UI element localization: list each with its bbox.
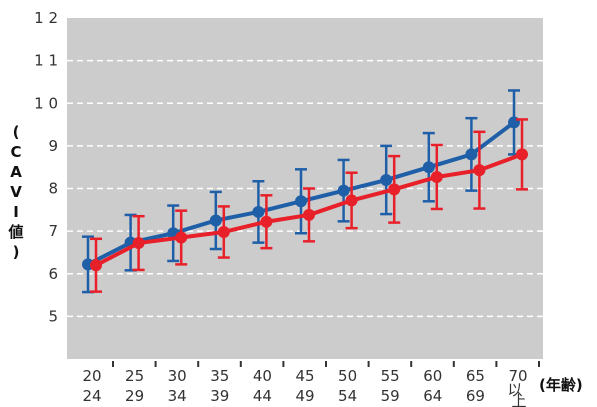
x-tick-label: 30 xyxy=(168,367,187,385)
data-point xyxy=(295,195,307,208)
x-tick-label: 上 xyxy=(511,392,526,407)
x-tick-label: 60 xyxy=(423,367,442,385)
series-group xyxy=(82,89,528,294)
x-axis-title: (年齢) xyxy=(539,376,583,394)
x-tick-label: 20 xyxy=(82,367,101,385)
x-tick-label: 34 xyxy=(168,387,187,405)
data-point xyxy=(388,183,401,196)
y-tick-label: 6 xyxy=(48,265,58,283)
x-tick-label: 50 xyxy=(338,367,357,385)
data-point xyxy=(473,164,486,177)
data-point xyxy=(345,194,358,207)
x-tick-label: 24 xyxy=(82,387,101,405)
data-point xyxy=(465,148,478,161)
data-point xyxy=(209,214,222,227)
x-tick-label: 44 xyxy=(253,387,272,405)
x-tick-label: 65 xyxy=(466,367,485,385)
data-point xyxy=(430,170,443,183)
x-tick-label: 以 xyxy=(507,381,522,399)
x-tick-label: 35 xyxy=(210,367,229,385)
data-point xyxy=(252,205,265,218)
x-tick-label: 54 xyxy=(338,387,357,405)
y-axis-ticks: 1 2 1 1 1 0 9 8 7 6 5 xyxy=(34,9,58,325)
y-tick-label: 8 xyxy=(48,180,58,198)
x-tick-label: 29 xyxy=(125,387,144,405)
y-tick-label: 9 xyxy=(48,137,58,155)
x-tick-label: 39 xyxy=(210,387,229,405)
data-point xyxy=(217,225,230,238)
x-tick-label: 45 xyxy=(295,367,314,385)
y-tick-label: 1 2 xyxy=(34,9,58,27)
x-tick-label: 70 xyxy=(508,367,527,385)
data-point xyxy=(422,161,435,174)
y-tick-label: 7 xyxy=(48,222,58,240)
y-tick-label: 1 0 xyxy=(34,94,58,112)
data-point xyxy=(90,259,102,272)
data-point xyxy=(380,173,393,186)
x-axis-ticks: 20 24 25 29 30 34 35 39 40 44 45 49 50 54 55 59 60 64 65 69… xyxy=(82,361,540,407)
x-tick-label: 69 xyxy=(466,387,485,405)
series-red xyxy=(90,118,528,293)
x-tick-label: 59 xyxy=(381,387,400,405)
x-tick-label: 40 xyxy=(253,367,272,385)
x-tick-label: 55 xyxy=(381,367,400,385)
data-point xyxy=(260,215,273,228)
x-tick-label: 64 xyxy=(423,387,442,405)
y-tick-label: 1 1 xyxy=(34,52,58,70)
x-tick-label: 49 xyxy=(295,387,314,405)
series-blue xyxy=(82,89,520,294)
y-axis-title: (C A V I 値) xyxy=(7,123,23,261)
data-point xyxy=(175,231,188,244)
data-point xyxy=(132,237,145,250)
y-tick-label: 5 xyxy=(48,307,58,325)
data-point xyxy=(337,184,350,197)
data-point xyxy=(303,208,315,221)
data-point xyxy=(516,148,528,161)
x-tick-label: 25 xyxy=(125,367,144,385)
